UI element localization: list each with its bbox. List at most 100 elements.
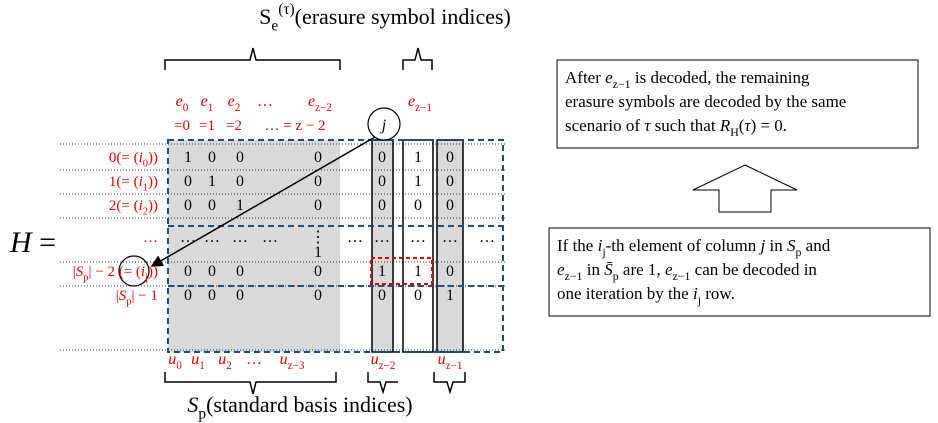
text-part: scenario of <box>565 116 644 135</box>
text-part: | − 2 (= ( <box>88 264 140 280</box>
text-part: j <box>380 117 387 134</box>
box-top-line: erasure symbols are decoded by the same <box>565 92 846 111</box>
column-footer: uz−3 <box>280 351 305 372</box>
text-part: j <box>758 236 765 255</box>
matrix-cell: … <box>204 229 220 246</box>
text-part: u <box>280 351 288 368</box>
text-part: p <box>83 273 88 284</box>
matrix-cell: 0 <box>446 263 454 280</box>
column-index: =0 <box>174 118 190 134</box>
matrix-cell: 0 <box>184 287 192 304</box>
box-top-line: After ez−1 is decoded, the remaining <box>565 68 810 91</box>
text-part: )) <box>148 198 158 214</box>
text-part: 1 <box>208 102 214 114</box>
text-part: can be decoded in <box>690 260 817 279</box>
h-label: H = <box>9 226 56 259</box>
text-part: )) <box>148 150 158 166</box>
text-part: τ <box>744 116 751 135</box>
matrix-cell: 0 <box>446 197 454 214</box>
matrix-cell: … <box>410 229 426 246</box>
text-part: | − 1 <box>132 288 158 304</box>
blue-dashed <box>167 139 504 353</box>
matrix-cell: 0 <box>378 173 386 190</box>
text-part: (standard basis indices) <box>206 392 413 417</box>
matrix-cell: … <box>442 229 458 246</box>
text-part: e <box>408 93 415 110</box>
matrix-cell: 1 <box>378 263 386 280</box>
text-part: ) = 0. <box>751 116 788 135</box>
text-part: 2 <box>143 207 148 218</box>
matrix-cell: 0 <box>208 197 216 214</box>
text-part: z−2 <box>315 102 332 114</box>
matrix-cell: 0 <box>314 197 322 214</box>
matrix-cell: 1 <box>414 263 422 280</box>
matrix-cell: 0 <box>236 149 244 166</box>
row-label: 1(= (i1)) <box>109 174 158 194</box>
text-part: u <box>191 351 199 368</box>
text-part: S <box>259 4 271 29</box>
text-part: p <box>126 297 131 308</box>
text-part: S <box>187 392 198 417</box>
matrix-cell: 0 <box>446 149 454 166</box>
matrix-cell: … <box>347 229 363 246</box>
matrix-cell: 0 <box>378 197 386 214</box>
text-part: erasure symbols are decoded by the same <box>565 92 846 111</box>
text-part: p <box>613 269 619 283</box>
matrix-cell: 0 <box>414 287 422 304</box>
text-part: )) <box>148 264 158 280</box>
text-part: i <box>141 264 145 280</box>
text-part: 2 <box>235 102 241 114</box>
text-part: 2(= ( <box>109 198 139 214</box>
text-part: e <box>557 260 565 279</box>
text-part: z−1 <box>613 77 631 91</box>
text-part: in <box>765 236 787 255</box>
column-footer: uz−1 <box>438 351 463 372</box>
text-part: … <box>246 351 262 368</box>
text-part: ( <box>739 116 745 135</box>
text-part: 0 <box>176 360 182 372</box>
text-part: p <box>198 406 206 423</box>
j-circle <box>367 107 401 141</box>
text-part: and <box>801 236 830 255</box>
text-part: is decoded, the remaining <box>631 68 810 87</box>
matrix-cell: 0 <box>236 287 244 304</box>
matrix-cell: 1 <box>314 244 322 261</box>
matrix-cell: 0 <box>236 263 244 280</box>
text-part: such that <box>650 116 719 135</box>
column-header: ez−1 <box>408 93 432 114</box>
matrix-cell: 0 <box>236 173 244 190</box>
text-part: u <box>371 351 379 368</box>
text-part: e <box>665 260 673 279</box>
text-part: (erasure symbol indices) <box>295 4 511 29</box>
text-part: e <box>176 93 183 110</box>
matrix-cell: 1 <box>446 287 454 304</box>
box-bottom <box>548 227 931 317</box>
text-part: are 1, <box>619 260 665 279</box>
text-part: i <box>693 284 698 303</box>
text-part: (τ) <box>278 1 294 18</box>
column-header: e1 <box>201 93 214 114</box>
matrix-cell: 1 <box>184 149 192 166</box>
gray-block <box>168 140 340 352</box>
column-header: e0 <box>176 93 189 114</box>
text-part: i <box>139 150 143 166</box>
braces <box>164 47 466 395</box>
text-part: u <box>168 351 176 368</box>
text-part: z−1 <box>565 269 583 283</box>
text-part: 1(= ( <box>109 174 139 190</box>
column-footer: … <box>246 351 262 368</box>
matrix-cell: … <box>374 229 390 246</box>
text-part: z−1 <box>415 102 432 114</box>
text-part: j <box>601 245 605 259</box>
text-part: p <box>795 245 801 259</box>
column-footer: u2 <box>218 351 232 372</box>
text-part: 0 <box>183 102 189 114</box>
text-part: … <box>257 93 273 110</box>
column-index: … = z − 2 <box>264 118 325 134</box>
column-footer: u1 <box>191 351 205 372</box>
matrix-cell: 1 <box>414 149 422 166</box>
box-bottom-line: one iteration by the ij row. <box>557 284 735 307</box>
text-part: u <box>438 351 446 368</box>
text-part: R <box>719 116 731 135</box>
